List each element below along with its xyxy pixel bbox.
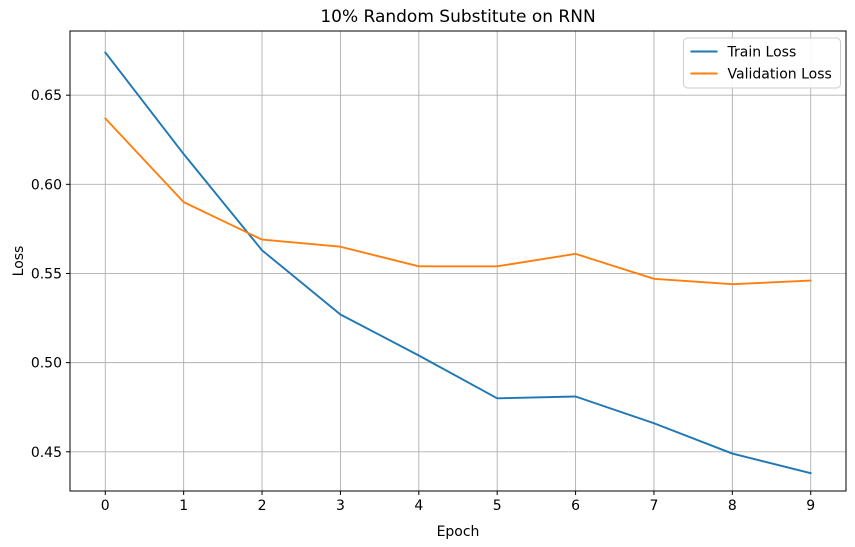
legend: Train Loss Validation Loss (683, 37, 841, 89)
x-tick-label: 3 (336, 498, 345, 514)
series-layer (104, 51, 812, 475)
x-tick-label: 2 (258, 498, 267, 514)
plot-border (69, 30, 847, 492)
grid-layer (70, 31, 846, 491)
axes-frame (69, 30, 847, 492)
legend-entry-label: Train Loss (727, 45, 797, 61)
y-tick-label: 0.60 (31, 177, 62, 193)
y-tick-label: 0.45 (31, 445, 62, 461)
y-tick-label: 0.55 (31, 266, 62, 282)
legend-box (683, 37, 841, 89)
x-tick-label: 9 (806, 498, 815, 514)
chart-title: 10% Random Substitute on RNN (320, 7, 595, 27)
tick-layer: 0 1 2 3 4 5 6 7 8 9 0.45 0.50 0.55 0.60 0.65 (31, 88, 815, 514)
x-tick-label: 6 (571, 498, 580, 514)
x-tick-label: 8 (728, 498, 737, 514)
x-axis-label: Epoch (437, 524, 480, 540)
x-tick-label: 7 (649, 498, 658, 514)
x-tick-label: 1 (179, 498, 188, 514)
y-axis-label: Loss (11, 246, 27, 277)
y-tick-label: 0.65 (31, 88, 62, 104)
x-tick-label: 4 (414, 498, 423, 514)
series-line-train-loss (104, 51, 812, 475)
series-line-validation-loss (104, 117, 812, 286)
legend-entry-label: Validation Loss (728, 67, 832, 83)
x-tick-label: 0 (101, 498, 110, 514)
x-tick-label: 5 (493, 498, 502, 514)
y-tick-label: 0.50 (31, 356, 62, 372)
